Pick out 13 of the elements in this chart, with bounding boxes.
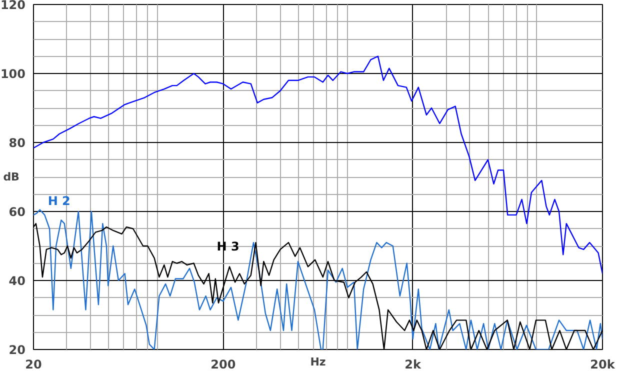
x-tick-label: 20k xyxy=(590,358,616,371)
y-tick-label: 60 xyxy=(8,205,26,219)
x-tick-label: 200 xyxy=(210,358,236,371)
x-tick-label: 2k xyxy=(404,358,422,371)
y-tick-label: 80 xyxy=(8,136,26,150)
series-label: H 2 xyxy=(48,194,70,208)
x-tick-label: 20 xyxy=(25,358,42,371)
x-axis-title: Hz xyxy=(310,356,326,368)
y-tick-label: 40 xyxy=(8,274,26,288)
y-tick-label: 100 xyxy=(0,67,26,81)
y-axis-title: dB xyxy=(3,170,20,184)
y-tick-label: 20 xyxy=(8,343,26,357)
y-tick-label: 120 xyxy=(0,0,26,12)
